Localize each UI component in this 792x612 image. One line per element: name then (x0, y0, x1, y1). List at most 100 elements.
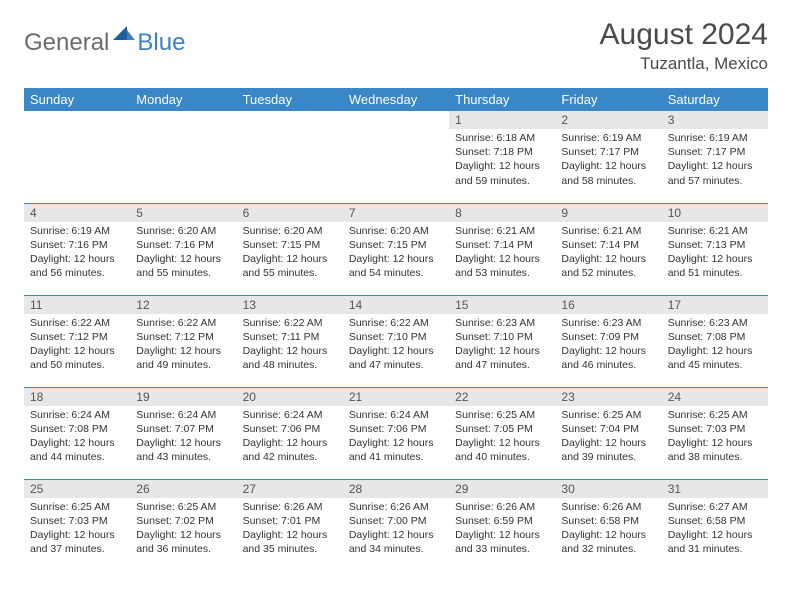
day-details: Sunrise: 6:21 AMSunset: 7:13 PMDaylight:… (662, 222, 768, 285)
day-details: Sunrise: 6:26 AMSunset: 7:00 PMDaylight:… (343, 498, 449, 561)
day-number: 4 (24, 204, 130, 222)
daylight-text: Daylight: 12 hours and 47 minutes. (349, 344, 443, 372)
calendar-day-cell: 10Sunrise: 6:21 AMSunset: 7:13 PMDayligh… (662, 203, 768, 295)
sunrise-text: Sunrise: 6:22 AM (349, 316, 443, 330)
sunset-text: Sunset: 7:14 PM (455, 238, 549, 252)
day-number: 27 (237, 480, 343, 498)
calendar-day-cell: 15Sunrise: 6:23 AMSunset: 7:10 PMDayligh… (449, 295, 555, 387)
daylight-text: Daylight: 12 hours and 43 minutes. (136, 436, 230, 464)
day-details: Sunrise: 6:24 AMSunset: 7:08 PMDaylight:… (24, 406, 130, 469)
calendar-week-row: 18Sunrise: 6:24 AMSunset: 7:08 PMDayligh… (24, 387, 768, 479)
weekday-header: Sunday (24, 88, 130, 111)
sunset-text: Sunset: 7:17 PM (668, 145, 762, 159)
logo-text-general: General (24, 29, 109, 57)
calendar-day-cell: 27Sunrise: 6:26 AMSunset: 7:01 PMDayligh… (237, 479, 343, 571)
day-number: 2 (555, 111, 661, 129)
day-details: Sunrise: 6:19 AMSunset: 7:17 PMDaylight:… (662, 129, 768, 192)
day-details: Sunrise: 6:24 AMSunset: 7:07 PMDaylight:… (130, 406, 236, 469)
day-details: Sunrise: 6:25 AMSunset: 7:04 PMDaylight:… (555, 406, 661, 469)
day-details: Sunrise: 6:25 AMSunset: 7:03 PMDaylight:… (24, 498, 130, 561)
header: General Blue August 2024 Tuzantla, Mexic… (24, 18, 768, 74)
calendar-day-cell: 28Sunrise: 6:26 AMSunset: 7:00 PMDayligh… (343, 479, 449, 571)
daylight-text: Daylight: 12 hours and 40 minutes. (455, 436, 549, 464)
weekday-header: Friday (555, 88, 661, 111)
sunrise-text: Sunrise: 6:26 AM (243, 500, 337, 514)
sunset-text: Sunset: 7:14 PM (561, 238, 655, 252)
daylight-text: Daylight: 12 hours and 36 minutes. (136, 528, 230, 556)
daylight-text: Daylight: 12 hours and 48 minutes. (243, 344, 337, 372)
day-number: 24 (662, 388, 768, 406)
sunset-text: Sunset: 7:12 PM (30, 330, 124, 344)
day-number: 12 (130, 296, 236, 314)
sunset-text: Sunset: 7:03 PM (30, 514, 124, 528)
calendar-day-cell: 21Sunrise: 6:24 AMSunset: 7:06 PMDayligh… (343, 387, 449, 479)
calendar-day-cell: 24Sunrise: 6:25 AMSunset: 7:03 PMDayligh… (662, 387, 768, 479)
sunrise-text: Sunrise: 6:21 AM (455, 224, 549, 238)
daylight-text: Daylight: 12 hours and 41 minutes. (349, 436, 443, 464)
sunset-text: Sunset: 7:10 PM (455, 330, 549, 344)
sunrise-text: Sunrise: 6:21 AM (668, 224, 762, 238)
day-details: Sunrise: 6:20 AMSunset: 7:15 PMDaylight:… (237, 222, 343, 285)
calendar-day-cell: 7Sunrise: 6:20 AMSunset: 7:15 PMDaylight… (343, 203, 449, 295)
calendar-day-cell: 14 Sunrise: 6:22 AMSunset: 7:10 PMDayligh… (343, 295, 449, 387)
day-number: 19 (130, 388, 236, 406)
calendar-day-cell: 17Sunrise: 6:23 AMSunset: 7:08 PMDayligh… (662, 295, 768, 387)
daylight-text: Daylight: 12 hours and 42 minutes. (243, 436, 337, 464)
day-number: 1 (449, 111, 555, 129)
daylight-text: Daylight: 12 hours and 54 minutes. (349, 252, 443, 280)
day-number: 5 (130, 204, 236, 222)
day-number: 8 (449, 204, 555, 222)
day-details: Sunrise: 6:22 AMSunset: 7:11 PMDaylight:… (237, 314, 343, 377)
calendar-day-cell: 12Sunrise: 6:22 AMSunset: 7:12 PMDayligh… (130, 295, 236, 387)
sunset-text: Sunset: 7:01 PM (243, 514, 337, 528)
daylight-text: Daylight: 12 hours and 49 minutes. (136, 344, 230, 372)
logo-triangle-icon (113, 24, 135, 45)
sunrise-text: Sunrise: 6:23 AM (561, 316, 655, 330)
sunset-text: Sunset: 7:03 PM (668, 422, 762, 436)
weekday-header: Tuesday (237, 88, 343, 111)
sunset-text: Sunset: 6:58 PM (668, 514, 762, 528)
sunset-text: Sunset: 7:10 PM (349, 330, 443, 344)
day-details: Sunrise: 6:26 AMSunset: 7:01 PMDaylight:… (237, 498, 343, 561)
weekday-header: Thursday (449, 88, 555, 111)
sunset-text: Sunset: 7:09 PM (561, 330, 655, 344)
daylight-text: Daylight: 12 hours and 53 minutes. (455, 252, 549, 280)
sunrise-text: Sunrise: 6:21 AM (561, 224, 655, 238)
sunset-text: Sunset: 7:04 PM (561, 422, 655, 436)
day-number: 20 (237, 388, 343, 406)
logo-text-blue: Blue (137, 29, 185, 57)
calendar-day-cell: 30Sunrise: 6:26 AMSunset: 6:58 PMDayligh… (555, 479, 661, 571)
logo: General Blue (24, 18, 185, 61)
day-number: 23 (555, 388, 661, 406)
day-number: 15 (449, 296, 555, 314)
calendar-day-cell: 4Sunrise: 6:19 AMSunset: 7:16 PMDaylight… (24, 203, 130, 295)
sunrise-text: Sunrise: 6:25 AM (30, 500, 124, 514)
daylight-text: Daylight: 12 hours and 38 minutes. (668, 436, 762, 464)
sunrise-text: Sunrise: 6:26 AM (349, 500, 443, 514)
day-number: 18 (24, 388, 130, 406)
calendar-day-cell: 8Sunrise: 6:21 AMSunset: 7:14 PMDaylight… (449, 203, 555, 295)
weekday-header: Wednesday (343, 88, 449, 111)
calendar-day-cell: 1Sunrise: 6:18 AMSunset: 7:18 PMDaylight… (449, 111, 555, 203)
day-details: Sunrise: 6:21 AMSunset: 7:14 PMDaylight:… (449, 222, 555, 285)
sunset-text: Sunset: 7:06 PM (243, 422, 337, 436)
day-number: 14 (343, 296, 449, 314)
day-details: Sunrise: 6:22 AMSunset: 7:12 PMDaylight:… (130, 314, 236, 377)
sunrise-text: Sunrise: 6:23 AM (668, 316, 762, 330)
sunrise-text: Sunrise: 6:22 AM (243, 316, 337, 330)
sunrise-text: Sunrise: 6:26 AM (455, 500, 549, 514)
sunset-text: Sunset: 7:07 PM (136, 422, 230, 436)
day-details: Sunrise: 6:26 AMSunset: 6:59 PMDaylight:… (449, 498, 555, 561)
calendar-day-cell: 9Sunrise: 6:21 AMSunset: 7:14 PMDaylight… (555, 203, 661, 295)
calendar-day-cell: 19Sunrise: 6:24 AMSunset: 7:07 PMDayligh… (130, 387, 236, 479)
sunrise-text: Sunrise: 6:22 AM (30, 316, 124, 330)
day-details: Sunrise: 6:24 AMSunset: 7:06 PMDaylight:… (237, 406, 343, 469)
day-number: 13 (237, 296, 343, 314)
calendar-week-row: 1Sunrise: 6:18 AMSunset: 7:18 PMDaylight… (24, 111, 768, 203)
sunrise-text: Sunrise: 6:24 AM (136, 408, 230, 422)
calendar-day-cell: 26Sunrise: 6:25 AMSunset: 7:02 PMDayligh… (130, 479, 236, 571)
sunrise-text: Sunrise: 6:20 AM (136, 224, 230, 238)
sunrise-text: Sunrise: 6:25 AM (136, 500, 230, 514)
sunset-text: Sunset: 7:08 PM (668, 330, 762, 344)
sunset-text: Sunset: 7:13 PM (668, 238, 762, 252)
